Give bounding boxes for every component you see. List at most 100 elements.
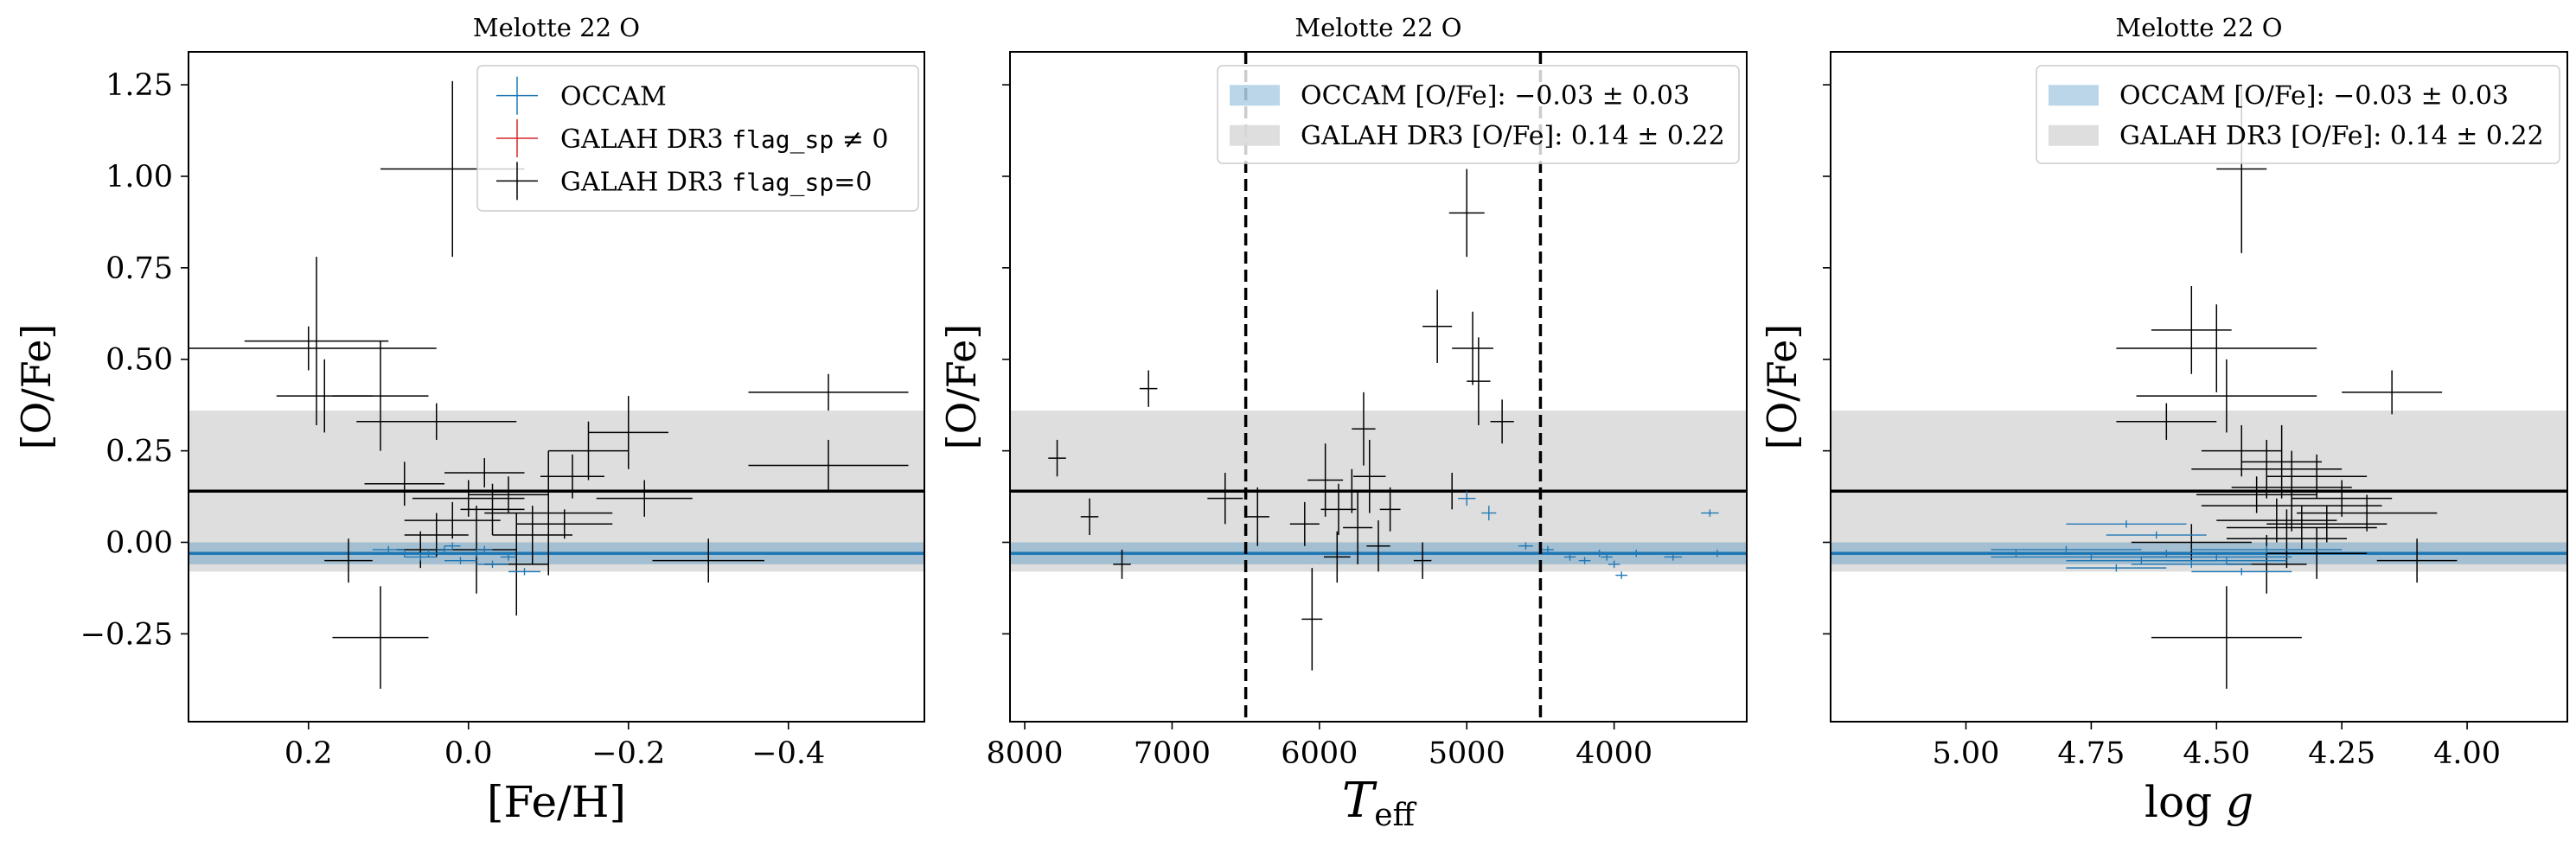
occam-point <box>476 545 493 554</box>
x-tick-label: 4.00 <box>2433 736 2501 771</box>
galah-point <box>1452 311 1493 385</box>
occam-point <box>1542 545 1554 554</box>
legend-swatch <box>1230 85 1280 106</box>
galah-point <box>1366 520 1390 572</box>
occam-point <box>2076 549 2257 557</box>
occam-point <box>1991 545 2142 554</box>
x-label-subscript: eff <box>1374 798 1416 833</box>
occam-point <box>1578 557 1591 564</box>
occam-point <box>1708 549 1727 557</box>
galah-point <box>492 506 572 564</box>
x-tick-label: 6000 <box>1281 736 1358 771</box>
x-tick-label: 4000 <box>1576 736 1652 771</box>
legend-label-text: GALAH DR3 <box>560 124 732 155</box>
galah-point <box>1323 531 1351 583</box>
galah-point <box>2266 506 2387 543</box>
occam-point <box>1481 506 1497 521</box>
galah-point <box>1289 501 1320 546</box>
panel-title: Melotte 22 O <box>1294 13 1461 42</box>
galah-point <box>1440 473 1464 510</box>
x-tick-label: 5.00 <box>1933 736 2000 771</box>
x-axis-label: [Fe/H] <box>487 777 626 827</box>
galah-point <box>2151 586 2302 689</box>
legend-label: OCCAM [O/Fe]: −0.03 ± 0.03 <box>1301 80 1690 111</box>
galah-point <box>2116 304 2317 392</box>
occam-point <box>500 553 517 561</box>
x-tick-label: 8000 <box>987 736 1064 771</box>
occam-point <box>1701 509 1719 517</box>
occam-point <box>1518 542 1533 550</box>
galah-point <box>2201 480 2382 532</box>
galah-point <box>1307 443 1344 517</box>
legend-frame <box>476 65 919 212</box>
x-tick-label: 4.75 <box>2057 736 2125 771</box>
x-label-main: T <box>1342 773 1377 829</box>
occam-point <box>436 545 453 554</box>
panel-title: Melotte 22 O <box>2115 13 2282 42</box>
legend-label: GALAH DR3 [O/Fe]: 0.14 ± 0.22 <box>1301 121 1725 151</box>
legend-label: OCCAM [O/Fe]: −0.03 ± 0.03 <box>2119 80 2509 111</box>
galah-point <box>364 462 444 506</box>
galah-point <box>2292 480 2393 517</box>
legend-frame <box>1217 65 1740 164</box>
galah-point <box>468 476 549 513</box>
galah-point <box>748 373 909 411</box>
y-tick-label: 0.75 <box>105 252 173 286</box>
legend-swatch <box>1230 124 1280 146</box>
galah-point <box>1139 370 1158 407</box>
galah-point <box>2131 524 2252 561</box>
x-tick-label: −0.2 <box>591 736 665 771</box>
galah-point <box>324 538 373 583</box>
occam-point <box>2141 553 2292 561</box>
occam-point <box>1563 553 1576 561</box>
galah-point <box>548 421 629 481</box>
galah-point <box>1422 290 1453 363</box>
x-axis-label: log g <box>2145 777 2253 827</box>
galah-point <box>1490 399 1514 444</box>
galah-point <box>1113 549 1131 579</box>
legend-swatch <box>2049 85 2099 106</box>
x-tick-label: 0.2 <box>284 736 333 771</box>
galah-point <box>596 480 693 517</box>
x-tick-label: 0.0 <box>444 736 493 771</box>
galah-point <box>460 483 525 536</box>
galah-point <box>1352 392 1376 466</box>
occam-point <box>1601 553 1613 561</box>
galah-point <box>1467 337 1491 425</box>
panel-title: Melotte 22 O <box>473 13 640 42</box>
x-axis-label: Teff <box>1342 773 1417 833</box>
galah-point <box>2201 424 2282 477</box>
y-tick-label: 0.25 <box>105 435 173 469</box>
galah-point <box>2151 286 2232 374</box>
galah-point <box>1379 487 1401 532</box>
occam-point <box>1593 549 1606 557</box>
legend-label-text: GALAH DR3 <box>560 167 732 197</box>
galah-point <box>404 501 501 539</box>
plot-area <box>189 80 924 689</box>
galah-point <box>1320 483 1357 536</box>
galah-point <box>1301 568 1323 671</box>
occam-point <box>1615 571 1627 579</box>
axes-frame <box>1830 51 2568 723</box>
galah-point <box>484 450 613 576</box>
galah-point <box>1245 487 1269 546</box>
galah-point <box>189 326 437 371</box>
plot-area <box>1831 85 2567 689</box>
galah-point <box>2116 403 2217 440</box>
occam-point <box>1458 491 1476 506</box>
galah-point <box>1353 439 1386 513</box>
occam-point <box>444 557 476 564</box>
occam-point <box>444 542 461 550</box>
occam-point <box>404 553 437 561</box>
occam-point <box>1664 553 1683 561</box>
legend-label-code: flag_sp <box>732 168 834 197</box>
occam-point <box>2166 557 2287 564</box>
galah-point <box>412 480 525 517</box>
galah-point <box>1413 542 1432 579</box>
axes-frame <box>188 51 925 723</box>
occam-point <box>2191 568 2292 576</box>
x-label-variable: g <box>2226 777 2253 827</box>
occam-point <box>2191 545 2343 554</box>
